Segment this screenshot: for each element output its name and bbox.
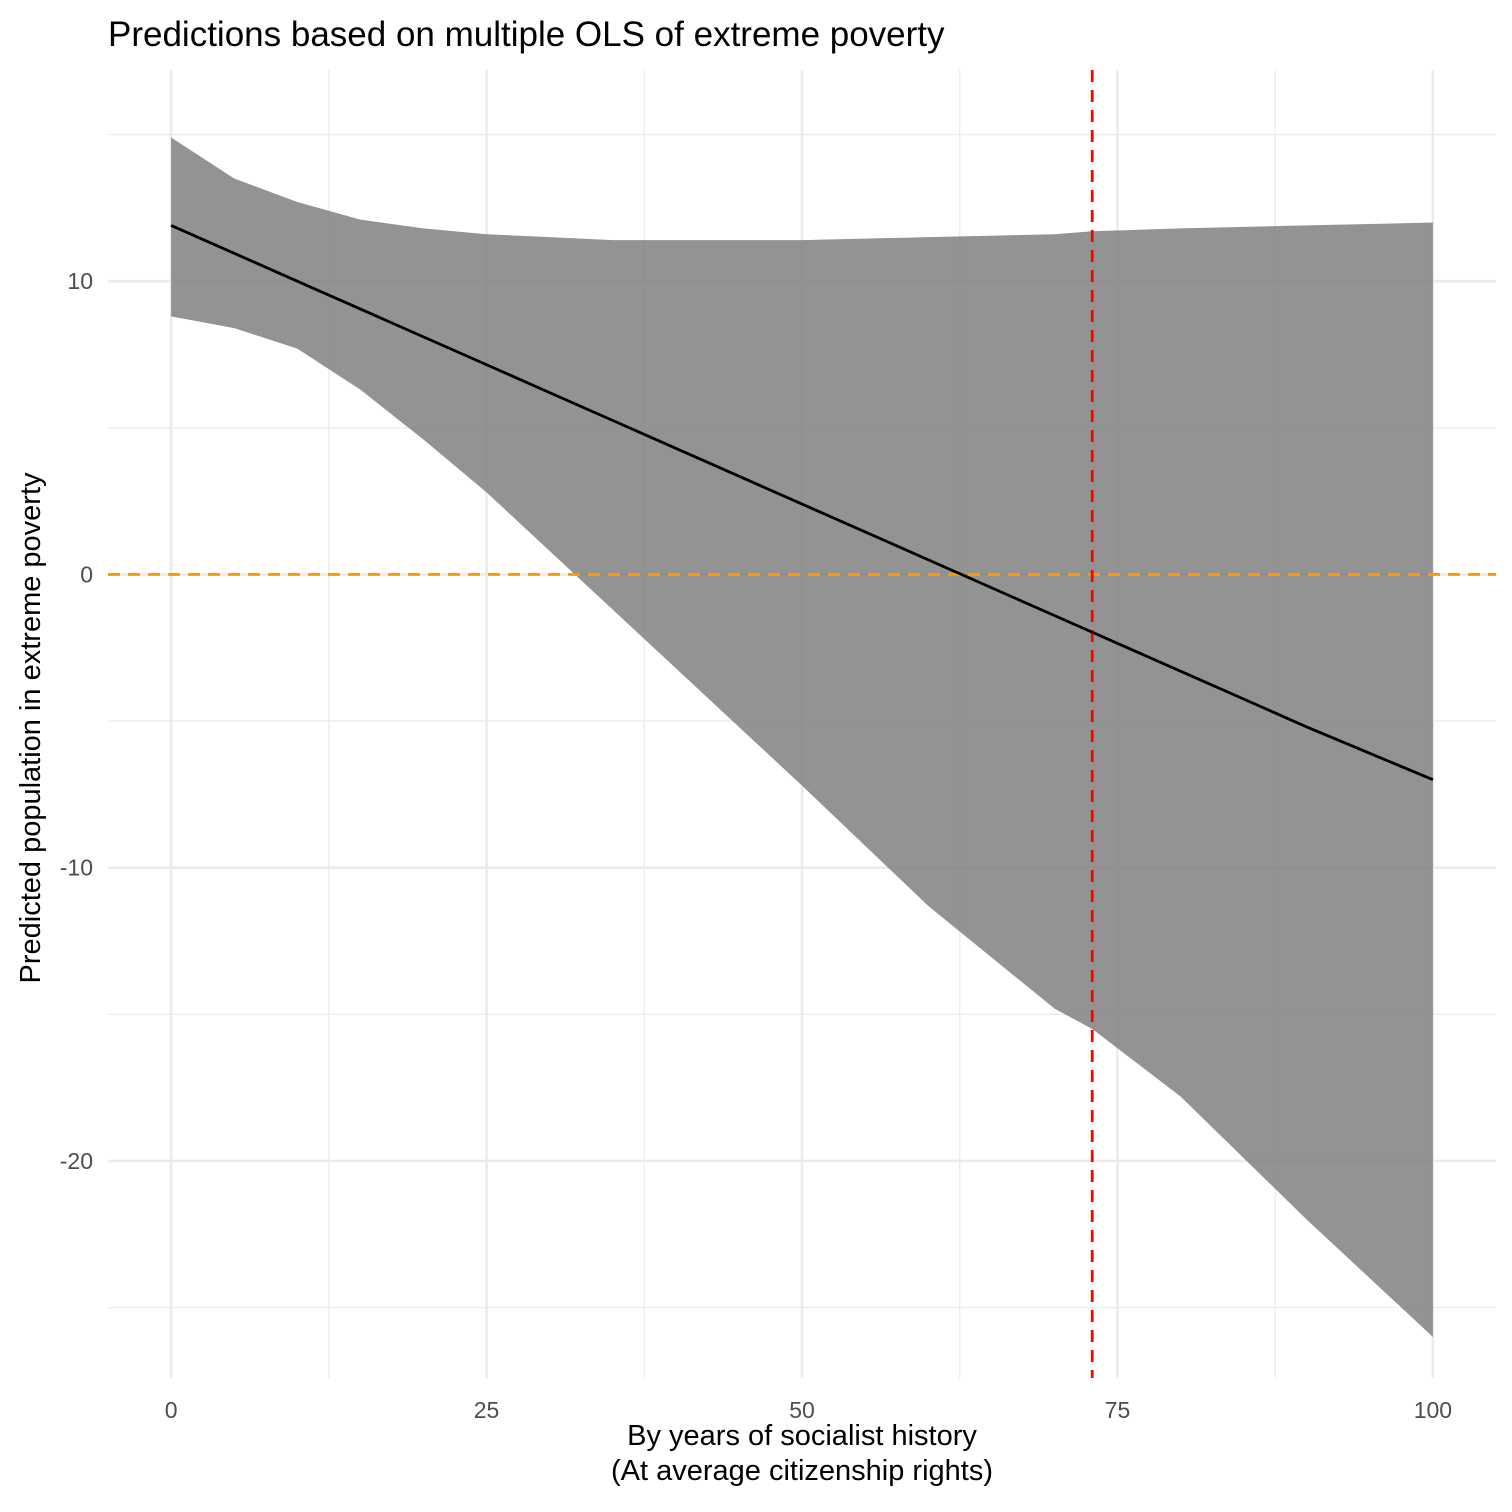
y-tick-label: -20 (60, 1148, 93, 1174)
x-axis-title-line-2: (At average citizenship rights) (611, 1455, 993, 1487)
prediction-line (170, 224, 1434, 782)
confidence-ribbon (171, 137, 1433, 1337)
prediction-line-layer (170, 224, 1434, 782)
chart-title: Predictions based on multiple OLS of ext… (108, 15, 945, 54)
x-tick-label: 100 (1414, 1397, 1452, 1423)
x-tick-label: 0 (165, 1397, 178, 1423)
y-tick-label: 10 (67, 268, 93, 294)
y-axis-title: Predicted population in extreme poverty (15, 472, 47, 984)
x-tick-label: 50 (789, 1397, 815, 1423)
x-axis-title-line-1: By years of socialist history (627, 1420, 977, 1452)
y-tick-label: -10 (60, 855, 93, 881)
x-tick-label: 25 (474, 1397, 500, 1423)
y-tick-label: 0 (80, 561, 93, 587)
tick-label-layer: 0 25 50 75 100 -20 -10 0 10 (60, 268, 1452, 1423)
x-tick-label: 75 (1105, 1397, 1131, 1423)
reference-line-layer (108, 70, 1496, 1378)
confidence-ribbon-layer (171, 137, 1433, 1337)
